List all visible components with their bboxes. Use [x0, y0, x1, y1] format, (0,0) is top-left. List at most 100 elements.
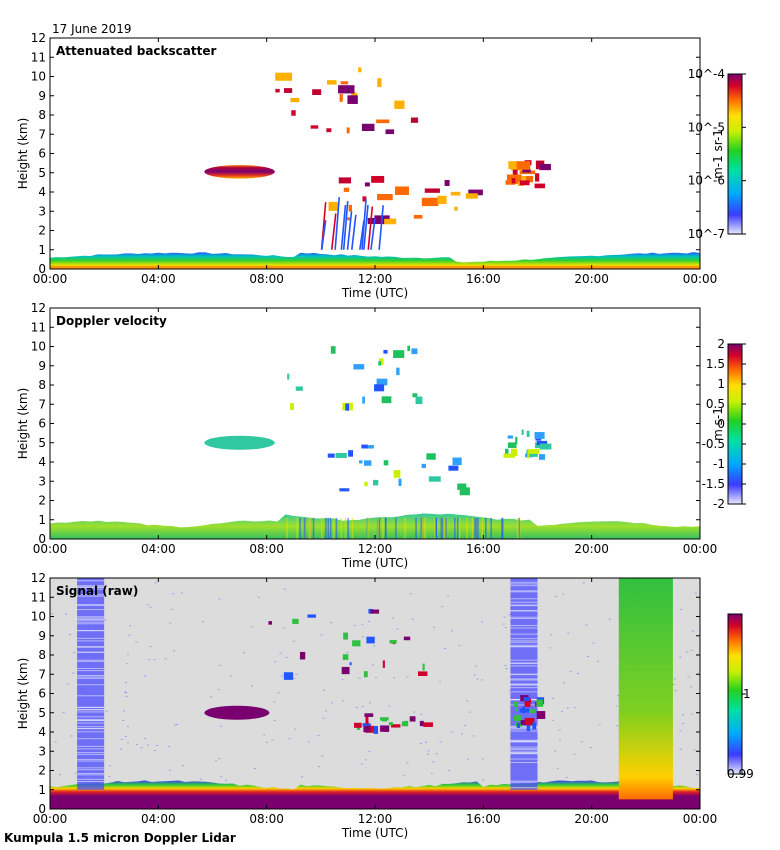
- velocity-fragment: [383, 349, 388, 354]
- data-layer: [50, 578, 700, 809]
- noise-line: [77, 630, 105, 632]
- velocity-fragment: [398, 478, 402, 486]
- cloud-fragment: [371, 175, 385, 183]
- noise-speck: [451, 731, 454, 733]
- signal-fragment: [382, 660, 385, 668]
- signal-fragment: [352, 640, 361, 647]
- y-tick-label: 5: [38, 166, 46, 180]
- noise-speck: [480, 621, 483, 623]
- noise-speck: [104, 619, 107, 621]
- colorbar-tick-label: 1: [717, 377, 725, 391]
- y-tick-label: 0: [38, 532, 46, 546]
- noise-speck: [562, 593, 565, 595]
- cloud-fragment: [521, 176, 526, 180]
- noise-line: [77, 722, 105, 724]
- noise-speck: [273, 701, 276, 703]
- noise-line: [77, 773, 105, 775]
- noise-speck: [146, 604, 149, 606]
- noise-speck: [681, 714, 684, 716]
- velocity-fragment: [528, 451, 538, 457]
- velocity-fragment: [507, 435, 514, 439]
- noise-line: [510, 627, 538, 629]
- noise-speck: [551, 719, 554, 721]
- signal-fragment: [516, 722, 521, 728]
- noise-line: [77, 738, 105, 740]
- noise-line: [510, 752, 538, 754]
- noise-speck: [120, 748, 123, 750]
- x-tick-label: 00:00: [683, 542, 718, 556]
- signal-fragment: [283, 672, 294, 680]
- y-tick-label: 6: [38, 147, 46, 161]
- noise-speck: [108, 775, 111, 777]
- noise-line: [510, 678, 538, 680]
- y-tick-label: 8: [38, 108, 46, 122]
- noise-speck: [322, 689, 325, 691]
- y-tick-label: 9: [38, 89, 46, 103]
- noise-speck: [144, 675, 147, 677]
- signal-fragment: [514, 715, 522, 721]
- noise-speck: [444, 647, 447, 649]
- noise-line: [510, 662, 538, 664]
- cloud-fragment: [512, 169, 518, 177]
- signal-fragment: [370, 609, 380, 614]
- noise-line: [510, 618, 538, 620]
- colorbar: 10^-4 10^-5 10^-6 10^-7 m-1 sr-1: [688, 67, 746, 241]
- noise-line: [510, 728, 538, 730]
- noise-speck: [672, 684, 675, 686]
- noise-line: [77, 609, 105, 611]
- noise-speck: [164, 658, 167, 660]
- cloud-fragment: [465, 193, 478, 199]
- noise-speck: [679, 748, 682, 750]
- velocity-streak: [299, 517, 301, 539]
- velocity-fragment: [353, 364, 365, 370]
- velocity-streak: [435, 517, 438, 539]
- noise-line: [510, 604, 538, 606]
- noise-speck: [441, 606, 444, 608]
- noise-line: [77, 745, 105, 747]
- velocity-streak: [420, 517, 422, 539]
- noise-speck: [220, 776, 223, 778]
- instrument-label: Kumpula 1.5 micron Doppler Lidar: [4, 831, 236, 845]
- noise-speck: [105, 710, 108, 712]
- colorbar-tick-label: 10^-6: [688, 174, 725, 188]
- signal-fragment: [529, 709, 536, 714]
- noise-speck: [371, 664, 374, 666]
- velocity-streak: [312, 517, 315, 539]
- noise-line: [510, 590, 538, 592]
- signal-fragment: [362, 723, 370, 727]
- noise-speck: [317, 735, 320, 737]
- noise-speck: [295, 673, 298, 675]
- signal-fragment: [364, 713, 374, 717]
- noise-speck: [597, 660, 600, 662]
- plume-streak: [330, 213, 337, 250]
- colorbar-gradient: [727, 613, 743, 775]
- noise-speck: [54, 741, 57, 743]
- noise-speck: [420, 713, 423, 715]
- velocity-streak: [474, 517, 476, 539]
- noise-line: [77, 676, 105, 678]
- noise-speck: [250, 626, 253, 628]
- data-layer: [50, 67, 700, 269]
- noise-speck: [292, 640, 295, 642]
- noise-speck: [682, 722, 685, 724]
- cloud-fragment: [511, 178, 516, 184]
- noise-speck: [168, 769, 171, 771]
- noise-speck: [122, 720, 125, 722]
- noise-speck: [617, 695, 620, 697]
- velocity-streak: [395, 517, 397, 539]
- noise-line: [77, 731, 105, 733]
- noise-speck: [587, 655, 590, 657]
- noise-speck: [51, 613, 54, 615]
- noise-line: [77, 618, 105, 620]
- noise-line: [77, 767, 105, 769]
- cloud-fragment: [348, 204, 353, 212]
- noise-speck: [589, 747, 592, 749]
- velocity-fragment: [376, 378, 388, 386]
- cloud-fragment: [385, 129, 395, 135]
- noise-line: [77, 753, 105, 755]
- noise-speck: [554, 596, 557, 598]
- y-axis-label: Height (km): [16, 388, 30, 459]
- velocity-fragment: [381, 396, 392, 404]
